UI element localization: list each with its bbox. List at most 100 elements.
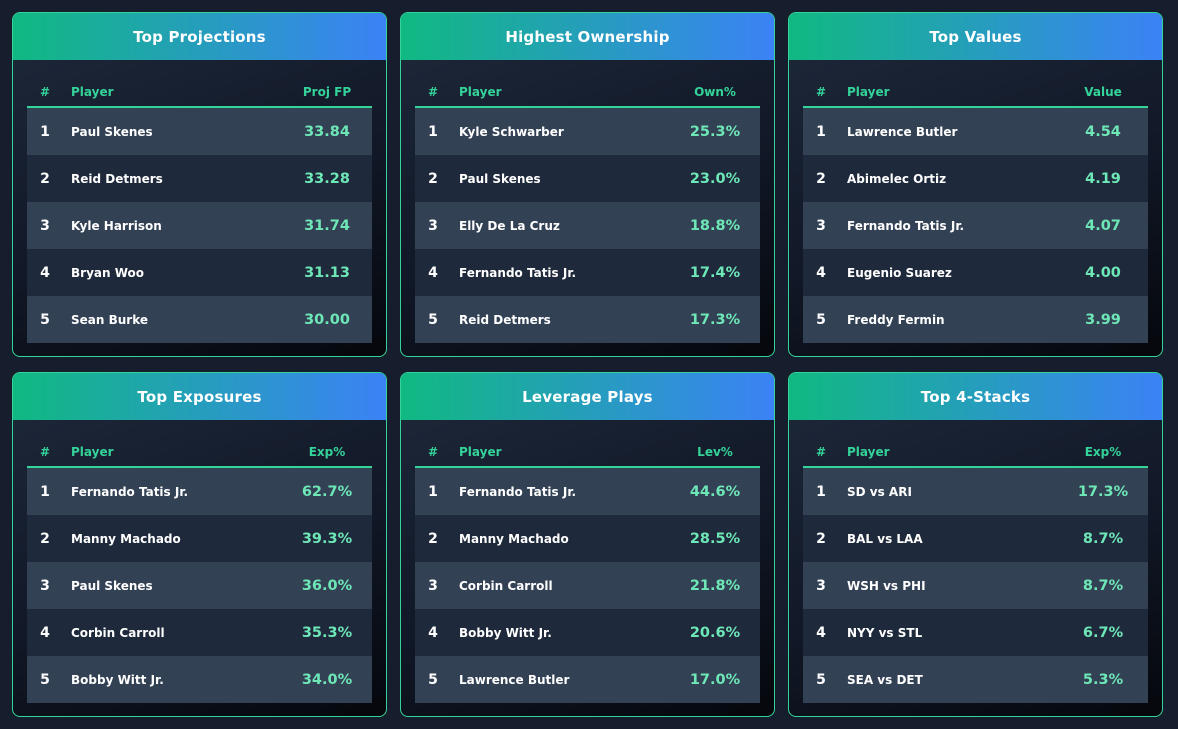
stat-card-5: Leverage Plays # Player Lev% 1 Fernando … [400,372,775,717]
row-player: Lawrence Butler [459,672,570,687]
table-row[interactable]: 5 Lawrence Butler 17.0% [415,656,760,703]
row-player: NYY vs STL [847,625,923,640]
row-value: 39.3% [301,530,353,547]
row-player: Eugenio Suarez [847,265,952,280]
card-title: Highest Ownership [401,13,774,60]
table-row[interactable]: 3 WSH vs PHI 8.7% [803,562,1148,609]
row-player: Abimelec Ortiz [847,171,947,186]
table-row[interactable]: 1 Fernando Tatis Jr. 62.7% [27,468,372,515]
header-rank: # [427,444,439,459]
row-value: 3.99 [1085,311,1121,328]
table-row[interactable]: 5 Reid Detmers 17.3% [415,296,760,343]
table-row[interactable]: 2 Abimelec Ortiz 4.19 [803,155,1148,202]
row-player: BAL vs LAA [847,531,923,546]
row-rank: 1 [428,123,438,140]
header-rank: # [39,84,51,99]
header-value: Lev% [697,444,733,459]
row-value: 4.54 [1085,123,1121,140]
stat-card-3: Top Values # Player Value 1 Lawrence But… [788,12,1163,357]
table-row[interactable]: 5 Bobby Witt Jr. 34.0% [27,656,372,703]
row-value: 44.6% [689,483,741,500]
row-rank: 3 [428,217,438,234]
row-value: 17.3% [1077,483,1129,500]
row-value: 25.3% [689,123,741,140]
header-rank: # [39,444,51,459]
table-row[interactable]: 1 Lawrence Butler 4.54 [803,108,1148,155]
header-value: Own% [694,84,736,99]
table-row[interactable]: 1 SD vs ARI 17.3% [803,468,1148,515]
row-value: 4.19 [1085,170,1121,187]
header-rank: # [815,84,827,99]
table-row[interactable]: 4 Fernando Tatis Jr. 17.4% [415,249,760,296]
row-player: Fernando Tatis Jr. [459,265,577,280]
card-title: Top Exposures [13,373,386,420]
table-row[interactable]: 5 SEA vs DET 5.3% [803,656,1148,703]
stat-table: # Player Exp% 1 Fernando Tatis Jr. 62.7%… [27,437,372,703]
row-rank: 1 [40,483,50,500]
header-player: Player [847,444,890,459]
header-value: Exp% [1084,444,1122,459]
row-value: 34.0% [301,671,353,688]
table-header: # Player Value [803,77,1148,108]
row-value: 20.6% [689,624,741,641]
table-row[interactable]: 2 Reid Detmers 33.28 [27,155,372,202]
table-row[interactable]: 3 Elly De La Cruz 18.8% [415,202,760,249]
table-row[interactable]: 1 Kyle Schwarber 25.3% [415,108,760,155]
row-rank: 3 [816,217,826,234]
table-row[interactable]: 2 Manny Machado 28.5% [415,515,760,562]
stat-card-1: Top Projections # Player Proj FP 1 Paul … [12,12,387,357]
row-rank: 2 [40,530,50,547]
table-row[interactable]: 1 Paul Skenes 33.84 [27,108,372,155]
card-title-text: Top Exposures [137,387,262,406]
table-row[interactable]: 5 Sean Burke 30.00 [27,296,372,343]
row-value: 31.74 [304,217,350,234]
row-player: Reid Detmers [459,312,551,327]
header-value: Value [1084,84,1122,99]
row-player: WSH vs PHI [847,578,926,593]
table-row[interactable]: 1 Fernando Tatis Jr. 44.6% [415,468,760,515]
card-title-text: Top Projections [133,27,266,46]
row-player: Manny Machado [71,531,181,546]
table-row[interactable]: 3 Paul Skenes 36.0% [27,562,372,609]
table-row[interactable]: 3 Fernando Tatis Jr. 4.07 [803,202,1148,249]
table-row[interactable]: 2 BAL vs LAA 8.7% [803,515,1148,562]
row-value: 62.7% [301,483,353,500]
stat-table: # Player Exp% 1 SD vs ARI 17.3% 2 BAL vs… [803,437,1148,703]
row-player: Paul Skenes [459,171,541,186]
row-rank: 1 [816,483,826,500]
row-player: Corbin Carroll [71,625,165,640]
table-row[interactable]: 3 Corbin Carroll 21.8% [415,562,760,609]
row-rank: 1 [428,483,438,500]
table-row[interactable]: 2 Manny Machado 39.3% [27,515,372,562]
table-row[interactable]: 4 Bobby Witt Jr. 20.6% [415,609,760,656]
table-body: 1 Fernando Tatis Jr. 62.7% 2 Manny Macha… [27,468,372,703]
table-body: 1 Kyle Schwarber 25.3% 2 Paul Skenes 23.… [415,108,760,343]
row-value: 33.84 [304,123,350,140]
table-row[interactable]: 4 Corbin Carroll 35.3% [27,609,372,656]
table-row[interactable]: 4 NYY vs STL 6.7% [803,609,1148,656]
table-row[interactable]: 3 Kyle Harrison 31.74 [27,202,372,249]
row-rank: 2 [428,170,438,187]
row-value: 21.8% [689,577,741,594]
header-player: Player [71,444,114,459]
row-rank: 5 [428,671,438,688]
table-row[interactable]: 5 Freddy Fermin 3.99 [803,296,1148,343]
row-player: Lawrence Butler [847,124,958,139]
header-rank: # [427,84,439,99]
table-row[interactable]: 4 Bryan Woo 31.13 [27,249,372,296]
card-title: Top 4-Stacks [789,373,1162,420]
card-title-text: Top 4-Stacks [920,387,1031,406]
table-row[interactable]: 2 Paul Skenes 23.0% [415,155,760,202]
row-player: Kyle Harrison [71,218,162,233]
row-value: 36.0% [301,577,353,594]
table-row[interactable]: 4 Eugenio Suarez 4.00 [803,249,1148,296]
row-value: 30.00 [304,311,350,328]
header-rank: # [815,444,827,459]
table-header: # Player Own% [415,77,760,108]
row-player: Corbin Carroll [459,578,553,593]
header-value: Proj FP [302,84,352,99]
table-body: 1 SD vs ARI 17.3% 2 BAL vs LAA 8.7% 3 WS… [803,468,1148,703]
row-player: Fernando Tatis Jr. [459,484,577,499]
header-player: Player [459,444,502,459]
row-value: 4.07 [1085,217,1121,234]
